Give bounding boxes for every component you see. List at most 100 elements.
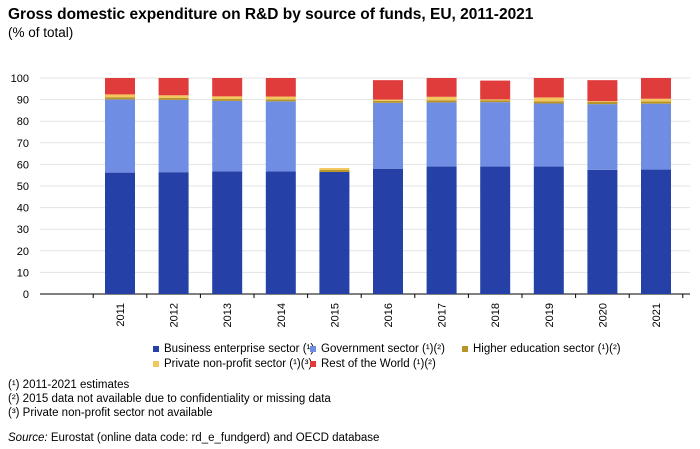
bar-private-non-profit xyxy=(158,95,189,98)
y-tick-label: 80 xyxy=(17,116,29,128)
y-tick-label: 0 xyxy=(23,289,29,301)
legend-swatch-rest-of-world xyxy=(310,361,316,367)
bar-rest-of-world xyxy=(158,78,189,96)
bar-business xyxy=(587,169,618,294)
bar-business xyxy=(641,169,671,294)
bar-private-non-profit xyxy=(319,168,350,171)
footnotes: (¹) 2011-2021 estimates (²) 2015 data no… xyxy=(8,378,331,420)
bar-higher-education xyxy=(533,101,564,104)
bar-higher-education xyxy=(158,97,189,100)
chart-title: Gross domestic expenditure on R&D by sou… xyxy=(8,6,534,23)
x-tick-label: 2013 xyxy=(222,303,234,327)
source-label: Source: xyxy=(8,432,48,444)
legend-label-private-non-profit: Private non-profit sector (¹)(³) xyxy=(164,358,313,370)
bar-higher-education xyxy=(319,170,350,172)
bar-private-non-profit xyxy=(105,94,135,98)
x-tick-label: 2016 xyxy=(383,303,395,327)
legend-label-business: Business enterprise sector (¹) xyxy=(164,343,315,355)
bar-business xyxy=(533,166,564,294)
bar-rest-of-world xyxy=(480,80,511,100)
bar-business xyxy=(373,168,403,294)
y-tick-label: 70 xyxy=(17,138,29,150)
bar-rest-of-world xyxy=(105,78,135,95)
bar-private-non-profit xyxy=(587,101,618,102)
bar-rest-of-world xyxy=(587,80,618,102)
bar-higher-education xyxy=(587,101,618,105)
y-tick-label: 10 xyxy=(17,267,29,279)
bar-business xyxy=(319,171,350,294)
footnote: (³) Private non-profit sector not availa… xyxy=(8,407,213,419)
legend-item-private-non-profit: Private non-profit sector (¹)(³) xyxy=(153,358,312,370)
bar-higher-education xyxy=(105,97,135,100)
legend-swatch-business xyxy=(153,346,159,352)
y-tick-label: 90 xyxy=(17,95,29,107)
bar-rest-of-world xyxy=(533,78,564,98)
bar-government xyxy=(587,104,618,170)
source-note: Source: Eurostat (online data code: rd_e… xyxy=(8,432,379,444)
x-tick-label: 2018 xyxy=(490,303,502,327)
x-tick-label: 2021 xyxy=(651,303,663,327)
bar-rest-of-world xyxy=(373,80,403,100)
legend-swatch-private-non-profit xyxy=(153,361,159,367)
bar-government xyxy=(480,102,511,167)
legend-label-government: Government sector (¹)(²) xyxy=(321,343,445,355)
bar-private-non-profit xyxy=(480,99,511,101)
bar-private-non-profit xyxy=(426,96,457,101)
legend-item-higher-education: Higher education sector (¹)(²) xyxy=(462,343,621,355)
x-tick-label: 2011 xyxy=(115,303,127,327)
bar-private-non-profit xyxy=(265,96,296,100)
legend-item-business: Business enterprise sector (¹) xyxy=(153,343,314,355)
footnote: (¹) 2011-2021 estimates xyxy=(8,379,130,391)
bar-government xyxy=(426,102,457,167)
y-tick-label: 40 xyxy=(17,203,29,215)
x-tick-label: 2017 xyxy=(437,303,449,327)
bar-private-non-profit xyxy=(212,96,243,99)
legend-item-government: Government sector (¹)(²) xyxy=(310,343,445,355)
x-tick-label: 2019 xyxy=(544,303,556,327)
bar-higher-education xyxy=(426,100,457,103)
legend-label-higher-education: Higher education sector (¹)(²) xyxy=(473,343,621,355)
y-tick-label: 20 xyxy=(17,246,29,258)
y-tick-label: 100 xyxy=(11,73,29,85)
bar-business xyxy=(105,172,135,294)
footnote: (²) 2015 data not available due to confi… xyxy=(8,393,331,405)
stacked-bar-chart: 0 10 20 30 40 50 60 70 80 90 100 2011 2012 2013 2014 20… xyxy=(11,73,690,327)
bar-higher-education xyxy=(641,101,671,104)
bar-business xyxy=(212,171,243,294)
bar-government xyxy=(641,103,671,170)
bar-government xyxy=(373,102,403,169)
y-tick-label: 60 xyxy=(17,159,29,171)
bar-higher-education xyxy=(373,100,403,103)
x-tick-label: 2014 xyxy=(276,303,288,327)
bar-higher-education xyxy=(265,99,296,102)
bar-government xyxy=(158,99,189,173)
bar-higher-education xyxy=(212,98,243,101)
legend-swatch-higher-education xyxy=(462,346,468,352)
bar-rest-of-world xyxy=(265,78,296,97)
bar-private-non-profit xyxy=(373,99,403,101)
bar-private-non-profit xyxy=(641,98,671,102)
bar-business xyxy=(158,172,189,294)
bar-private-non-profit xyxy=(533,97,564,102)
source-text: Eurostat (online data code: rd_e_fundger… xyxy=(47,432,380,444)
bar-business xyxy=(480,166,511,294)
bar-government xyxy=(105,99,135,173)
legend-swatch-government xyxy=(310,346,316,352)
bar-government xyxy=(265,101,296,172)
bar-rest-of-world xyxy=(426,78,457,97)
x-tick-label: 2020 xyxy=(597,303,609,327)
chart-subtitle: (% of total) xyxy=(8,25,74,40)
bar-rest-of-world xyxy=(641,78,671,99)
legend-item-rest-of-world: Rest of the World (¹)(²) xyxy=(310,358,436,370)
legend-label-rest-of-world: Rest of the World (¹)(²) xyxy=(321,358,436,370)
bar-government xyxy=(212,100,243,172)
y-tick-label: 30 xyxy=(17,224,29,236)
bar-business xyxy=(265,171,296,294)
bar-higher-education xyxy=(480,100,511,103)
x-tick-label: 2012 xyxy=(169,303,181,327)
bar-government xyxy=(533,103,564,167)
bar-rest-of-world xyxy=(212,78,243,97)
bar-business xyxy=(426,166,457,294)
y-tick-label: 50 xyxy=(17,181,29,193)
x-tick-label: 2015 xyxy=(329,303,341,327)
